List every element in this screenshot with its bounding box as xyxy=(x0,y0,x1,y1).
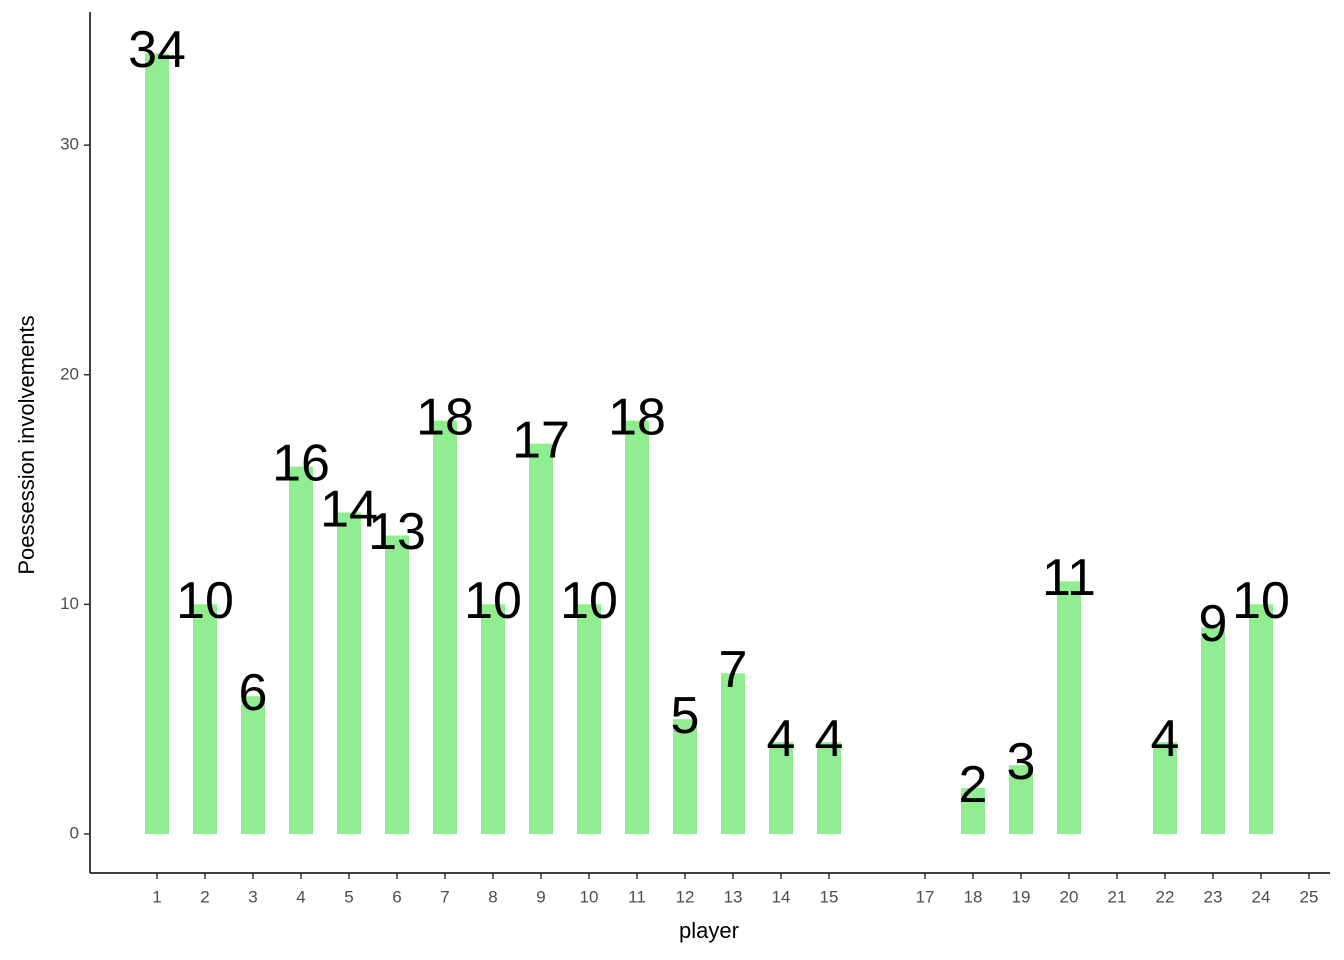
bar xyxy=(145,53,169,834)
x-tick-label: 15 xyxy=(820,887,839,906)
bar xyxy=(289,466,313,834)
x-tick-label: 2 xyxy=(200,887,209,906)
x-tick-label: 6 xyxy=(392,887,401,906)
data-label: 2 xyxy=(959,756,988,814)
x-tick-label: 19 xyxy=(1012,887,1031,906)
x-tick-label: 3 xyxy=(248,887,257,906)
data-label: 7 xyxy=(719,641,748,699)
data-label: 4 xyxy=(767,710,796,768)
bar xyxy=(625,420,649,834)
data-label: 9 xyxy=(1199,595,1228,653)
bar xyxy=(1201,627,1225,834)
bar xyxy=(1009,765,1033,834)
data-label: 10 xyxy=(176,572,234,630)
x-tick-label: 23 xyxy=(1204,887,1223,906)
data-label: 18 xyxy=(608,388,666,446)
data-label: 4 xyxy=(1151,710,1180,768)
x-tick-label: 21 xyxy=(1108,887,1127,906)
bar xyxy=(193,604,217,834)
x-tick-label: 4 xyxy=(296,887,305,906)
x-axis-title: player xyxy=(679,918,739,943)
x-tick-label: 7 xyxy=(440,887,449,906)
x-tick-label: 13 xyxy=(724,887,743,906)
bar xyxy=(817,742,841,834)
data-label: 16 xyxy=(272,434,330,492)
bar xyxy=(1057,581,1081,834)
data-label: 34 xyxy=(128,21,186,79)
data-label: 13 xyxy=(368,503,426,561)
bar xyxy=(577,604,601,834)
x-tick-label: 9 xyxy=(536,887,545,906)
bar xyxy=(961,788,985,834)
data-label: 6 xyxy=(239,664,268,722)
y-tick-label: 10 xyxy=(60,594,79,613)
y-tick-label: 30 xyxy=(60,135,79,154)
bar xyxy=(481,604,505,834)
data-label: 10 xyxy=(560,572,618,630)
bar xyxy=(529,443,553,834)
data-label: 5 xyxy=(671,687,700,745)
data-label: 4 xyxy=(815,710,844,768)
x-tick-label: 1 xyxy=(152,887,161,906)
y-tick-label: 0 xyxy=(70,823,79,842)
y-axis-title: Poessession involvements xyxy=(14,315,39,574)
x-tick-label: 14 xyxy=(772,887,791,906)
data-label: 14 xyxy=(320,480,378,538)
data-label: 10 xyxy=(464,572,522,630)
x-tick-label: 22 xyxy=(1156,887,1175,906)
x-tick-label: 24 xyxy=(1252,887,1271,906)
x-tick-label: 12 xyxy=(676,887,695,906)
x-tick-label: 8 xyxy=(488,887,497,906)
bar xyxy=(1249,604,1273,834)
bar xyxy=(721,673,745,834)
data-label: 10 xyxy=(1232,572,1290,630)
bar xyxy=(241,696,265,834)
x-tick-label: 20 xyxy=(1060,887,1079,906)
x-tick-label: 11 xyxy=(628,887,646,906)
bar xyxy=(673,719,697,834)
x-tick-label: 17 xyxy=(916,887,935,906)
bar xyxy=(433,420,457,834)
bar xyxy=(385,535,409,834)
data-label: 18 xyxy=(416,388,474,446)
data-label: 3 xyxy=(1007,733,1036,791)
data-label: 17 xyxy=(512,411,570,469)
x-tick-label: 10 xyxy=(580,887,599,906)
bar xyxy=(769,742,793,834)
x-tick-label: 25 xyxy=(1300,887,1319,906)
data-label: 11 xyxy=(1042,549,1096,607)
bar xyxy=(1153,742,1177,834)
x-tick-label: 18 xyxy=(964,887,983,906)
y-tick-label: 20 xyxy=(60,364,79,383)
x-tick-label: 5 xyxy=(344,887,353,906)
bar xyxy=(337,512,361,834)
